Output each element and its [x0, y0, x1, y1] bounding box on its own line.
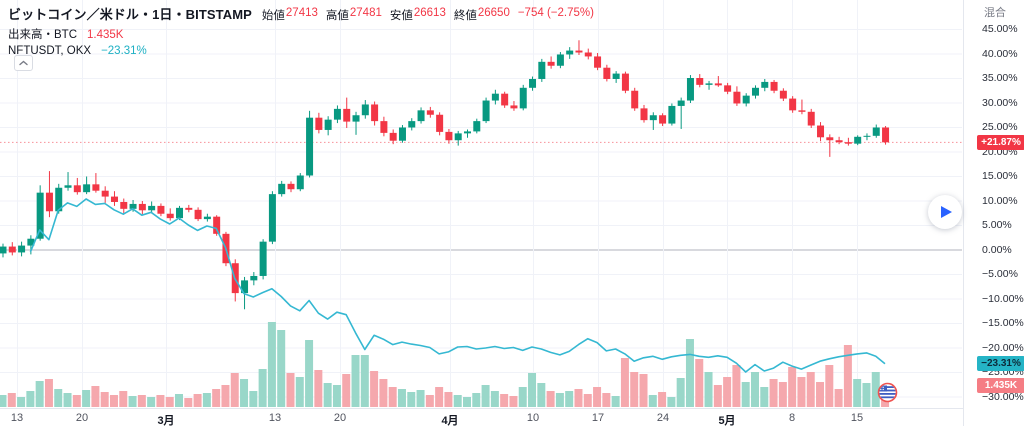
volume-bars: [0, 322, 890, 407]
scale-mode-label[interactable]: 混合: [984, 7, 1006, 19]
low-value: 26613: [413, 7, 446, 19]
price-badge: +21.87%: [977, 134, 1024, 150]
flag-event-icon[interactable]: [877, 382, 898, 403]
symbol-row: ビットコイン／米ドル・1日・BITSTAMP 始値 27413 高値 27481 安…: [8, 4, 594, 23]
compare-row: NFTUSDT, OKX −23.31%: [8, 45, 594, 57]
play-icon: [941, 206, 952, 218]
y-axis-tick: 15.00%: [982, 170, 1018, 182]
low-label: 安値: [389, 10, 413, 22]
ohlc-values: 始値 27413 高値 27481 安値 26613 終値 26650 −754 (−2…: [262, 7, 594, 23]
high-label: 高値: [325, 10, 349, 22]
x-axis-tick: 5月: [718, 415, 736, 427]
close-label: 終値: [453, 10, 477, 22]
x-axis-tick: 4月: [441, 415, 459, 427]
compare-line-series: [29, 198, 886, 373]
x-axis-tick: 24: [656, 412, 670, 424]
y-axis-tick: −5.00%: [982, 268, 1018, 280]
price-badge: 1.435K: [977, 377, 1024, 393]
volume-label[interactable]: 出来高・BTC: [8, 29, 77, 41]
open-value: 27413: [285, 7, 318, 19]
x-axis-tick: 15: [850, 412, 864, 424]
compare-symbol-label[interactable]: NFTUSDT, OKX: [8, 45, 92, 57]
x-axis-tick: 10: [526, 412, 540, 424]
x-axis-tick: 3月: [157, 415, 175, 427]
y-axis-tick: 45.00%: [982, 23, 1018, 35]
legend-collapse-button[interactable]: [14, 55, 33, 71]
y-axis-tick: 5.00%: [982, 219, 1012, 231]
volume-row: 出来高・BTC 1.435K: [8, 26, 594, 42]
high-value: 27481: [349, 7, 382, 19]
symbol-title[interactable]: ビットコイン／米ドル・1日・BITSTAMP: [8, 7, 252, 22]
x-axis-tick: 13: [268, 412, 282, 424]
volume-value: 1.435K: [87, 29, 124, 41]
x-axis-tick: 8: [788, 412, 796, 424]
y-axis-tick: 10.00%: [982, 194, 1018, 207]
chevron-up-icon: [19, 60, 28, 66]
scroll-to-realtime-button[interactable]: [928, 195, 962, 229]
x-axis-tick: 20: [333, 412, 347, 424]
y-axis-tick: 25.00%: [982, 121, 1018, 133]
y-axis-tick: 40.00%: [982, 47, 1018, 60]
y-axis-tick: 30.00%: [982, 96, 1018, 109]
change-value: −754 (−2.75%): [517, 7, 594, 19]
compare-value: −23.31%: [101, 45, 147, 57]
x-axis-tick: 17: [591, 412, 605, 424]
y-axis-tick: 35.00%: [982, 72, 1018, 84]
y-axis-tick: −30.00%: [982, 390, 1024, 403]
price-axis[interactable]: 混合 45.00% 40.00% 35.00% 30.00% 25.00% 20.00% 1…: [963, 0, 1024, 426]
y-axis-tick: −15.00%: [982, 317, 1024, 329]
gridlines: [0, 0, 962, 407]
price-chart-canvas[interactable]: [0, 0, 963, 426]
close-value: 26650: [477, 7, 510, 19]
chart-legend: ビットコイン／米ドル・1日・BITSTAMP 始値 27413 高値 27481 安…: [8, 4, 594, 60]
x-axis-tick: 20: [75, 412, 89, 424]
x-axis-tick: 13: [10, 412, 24, 424]
y-axis-tick: 0.00%: [982, 243, 1012, 256]
time-axis[interactable]: 13 20 3月 13 20 4月 10 17 24 5月 8 15: [0, 408, 963, 427]
y-axis-tick: −20.00%: [982, 341, 1024, 354]
y-axis-tick: −10.00%: [982, 292, 1024, 305]
price-badge: −23.31%: [977, 356, 1024, 372]
open-label: 始値: [261, 10, 285, 22]
candles-layer: [0, 40, 890, 310]
